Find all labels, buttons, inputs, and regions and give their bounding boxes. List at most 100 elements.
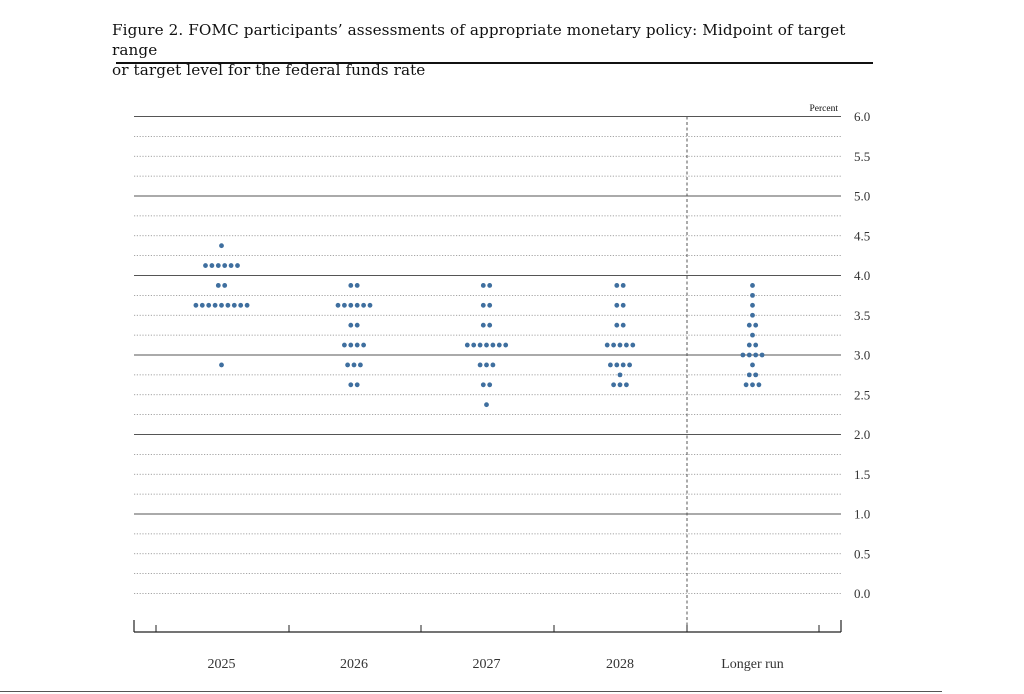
participant-dot bbox=[193, 302, 199, 308]
participant-dot bbox=[354, 382, 360, 388]
y-tick-label: 2.0 bbox=[854, 427, 870, 442]
participant-dot bbox=[614, 283, 620, 288]
participant-dot bbox=[225, 302, 231, 308]
participant-dot bbox=[753, 342, 759, 348]
x-category-label: Longer run bbox=[721, 657, 784, 672]
participant-dot bbox=[620, 322, 626, 328]
participant-dot bbox=[219, 362, 224, 368]
participant-dot bbox=[743, 382, 749, 388]
participant-dot bbox=[756, 382, 762, 388]
participant-dot bbox=[604, 342, 610, 348]
participant-dot bbox=[614, 362, 620, 368]
participant-dot bbox=[464, 342, 470, 348]
participant-dot bbox=[496, 342, 502, 348]
participant-dot bbox=[620, 362, 626, 368]
y-tick-label: 2.5 bbox=[854, 387, 870, 402]
participant-dot bbox=[219, 302, 224, 308]
participant-dot bbox=[759, 352, 765, 358]
participant-dot bbox=[199, 302, 205, 308]
participant-dot bbox=[480, 302, 486, 308]
participant-dot bbox=[620, 302, 626, 308]
participant-dot bbox=[222, 283, 228, 288]
participant-dot bbox=[611, 342, 616, 348]
participant-dot bbox=[342, 302, 347, 308]
participant-dot bbox=[477, 362, 483, 368]
figure-caption: Figure 2. FOMC participants’ assessments… bbox=[112, 20, 852, 80]
participant-dot bbox=[617, 382, 623, 388]
participant-dot bbox=[750, 302, 755, 308]
participant-dot bbox=[750, 312, 755, 318]
participant-dot bbox=[244, 302, 250, 308]
x-category-label: 2025 bbox=[208, 657, 236, 672]
participant-dot bbox=[351, 362, 357, 368]
participant-dot bbox=[203, 263, 208, 268]
participant-dot bbox=[215, 263, 221, 268]
participant-dot bbox=[348, 283, 354, 288]
participant-dot bbox=[487, 283, 493, 288]
y-tick-label: 0.0 bbox=[854, 586, 870, 601]
y-tick-label: 4.5 bbox=[854, 228, 870, 243]
axis-layer bbox=[133, 116, 842, 633]
participant-dot bbox=[746, 352, 752, 358]
participant-dot bbox=[746, 322, 752, 328]
participant-dot bbox=[487, 302, 493, 308]
bottom-rule bbox=[0, 691, 942, 692]
participant-dot bbox=[627, 362, 632, 368]
participant-dot bbox=[614, 302, 620, 308]
participant-dot bbox=[480, 283, 486, 288]
participant-dot bbox=[617, 372, 623, 378]
participant-dot bbox=[503, 342, 509, 348]
participant-dot bbox=[348, 382, 354, 388]
participant-dot bbox=[750, 382, 755, 388]
participant-dot bbox=[620, 283, 626, 288]
participant-dot bbox=[484, 402, 489, 408]
participant-dot bbox=[487, 382, 493, 388]
caption-line-2: or target level for the federal funds ra… bbox=[112, 61, 426, 79]
participant-dot bbox=[361, 342, 366, 348]
participant-dot bbox=[367, 302, 373, 308]
caption-line-1: Figure 2. FOMC participants’ assessments… bbox=[112, 21, 846, 59]
participant-dot bbox=[354, 342, 360, 348]
participant-dot bbox=[471, 342, 477, 348]
participant-dot bbox=[750, 283, 755, 288]
participant-dot bbox=[212, 302, 218, 308]
participant-dot bbox=[484, 362, 489, 368]
participant-dot bbox=[480, 322, 486, 328]
participant-dot bbox=[348, 322, 354, 328]
participant-dot bbox=[608, 362, 613, 368]
participant-dot bbox=[617, 342, 623, 348]
y-tick-label: 6.0 bbox=[854, 109, 870, 124]
participant-dot bbox=[238, 302, 244, 308]
participant-dot bbox=[630, 342, 636, 348]
participant-dot bbox=[219, 243, 224, 249]
participant-dot bbox=[490, 342, 496, 348]
unit-label: Percent bbox=[810, 104, 839, 114]
participant-dot bbox=[361, 302, 366, 308]
x-category-label: 2026 bbox=[340, 657, 368, 672]
participant-dot bbox=[484, 342, 489, 348]
participant-dot bbox=[215, 283, 221, 288]
y-tick-label: 1.0 bbox=[854, 507, 870, 522]
y-tick-label: 3.5 bbox=[854, 308, 870, 323]
caption-rule bbox=[116, 62, 873, 64]
participant-dot bbox=[487, 322, 493, 328]
participant-dot bbox=[750, 292, 755, 298]
participant-dot bbox=[235, 263, 240, 268]
participant-dot bbox=[354, 302, 360, 308]
participant-dot bbox=[354, 283, 360, 288]
participant-dot bbox=[206, 302, 212, 308]
participant-dot bbox=[348, 342, 354, 348]
participant-dot bbox=[222, 263, 228, 268]
y-tick-label: 3.0 bbox=[854, 348, 870, 363]
participant-dot bbox=[614, 322, 620, 328]
labels-layer: Percent 0.0 0.5 1.0 1.5 2.0 2.5 3.0 3.5 4.0 4.5 5.… bbox=[208, 104, 871, 672]
participant-dot bbox=[477, 342, 483, 348]
x-category-label: 2027 bbox=[473, 657, 501, 672]
participant-dot bbox=[480, 382, 486, 388]
participant-dot bbox=[746, 342, 752, 348]
participant-dot bbox=[348, 302, 354, 308]
grid-layer bbox=[134, 116, 841, 594]
participant-dot bbox=[342, 342, 347, 348]
participant-dot bbox=[228, 263, 234, 268]
